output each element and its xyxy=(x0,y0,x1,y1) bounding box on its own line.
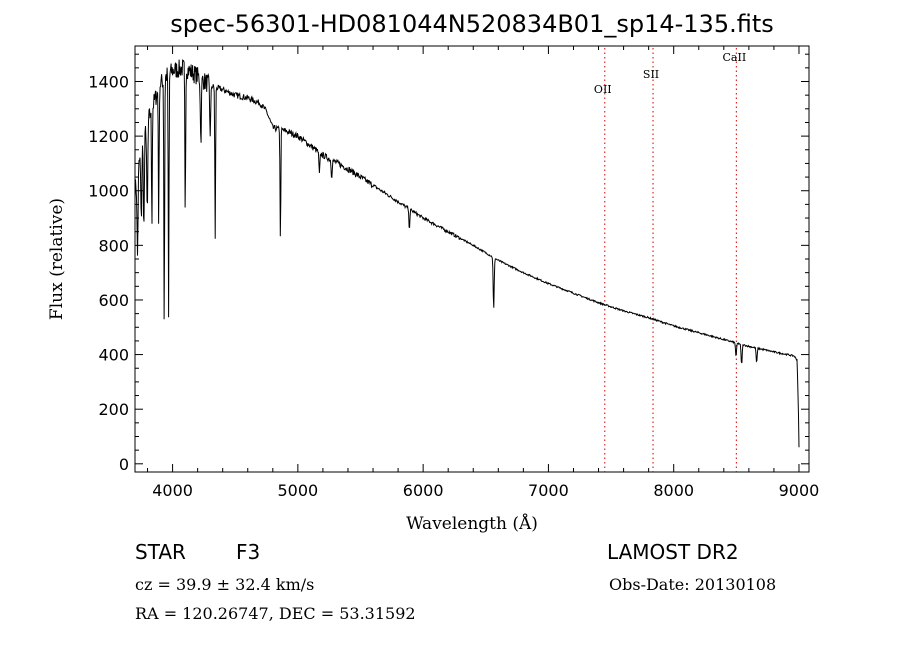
plot-frame xyxy=(134,45,810,473)
y-tick-label: 200 xyxy=(98,400,129,419)
x-tick-label: 4000 xyxy=(152,481,193,500)
y-tick-label: 1000 xyxy=(88,182,129,201)
marker-label-caii: CaII xyxy=(723,51,747,64)
object-subclass: F3 xyxy=(236,540,261,564)
coordinates-text: RA = 120.26747, DEC = 53.31592 xyxy=(135,604,416,623)
y-tick-label: 1400 xyxy=(88,73,129,92)
y-tick-label: 1200 xyxy=(88,127,129,146)
chart-title: spec-56301-HD081044N520834B01_sp14-135.f… xyxy=(170,10,774,38)
y-axis: 0 200 400 600 800 1000 1200 1400 xyxy=(88,53,809,474)
marker-label-oii: OII xyxy=(594,83,612,96)
x-tick-label: 6000 xyxy=(403,481,444,500)
redshift-text: cz = 39.9 ± 32.4 km/s xyxy=(135,575,315,594)
y-tick-label: 0 xyxy=(119,455,129,474)
object-class: STAR xyxy=(135,540,186,564)
x-axis-label: Wavelength (Å) xyxy=(406,513,538,534)
y-tick-label: 400 xyxy=(98,346,129,365)
x-tick-label: 9000 xyxy=(779,481,820,500)
x-axis: 4000 5000 6000 7000 8000 9000 xyxy=(147,46,820,500)
y-tick-label: 800 xyxy=(98,236,129,255)
spectrum-line xyxy=(134,58,800,448)
x-tick-label: 8000 xyxy=(653,481,694,500)
x-tick-label: 7000 xyxy=(528,481,569,500)
y-tick-label: 600 xyxy=(98,291,129,310)
obs-date-text: Obs-Date: 20130108 xyxy=(609,575,777,594)
x-tick-label: 5000 xyxy=(278,481,319,500)
y-axis-label: Flux (relative) xyxy=(47,198,67,320)
survey-name: LAMOST DR2 xyxy=(607,540,739,564)
marker-label-sii: SII xyxy=(643,68,659,81)
line-markers: OII SII CaII xyxy=(594,48,746,472)
